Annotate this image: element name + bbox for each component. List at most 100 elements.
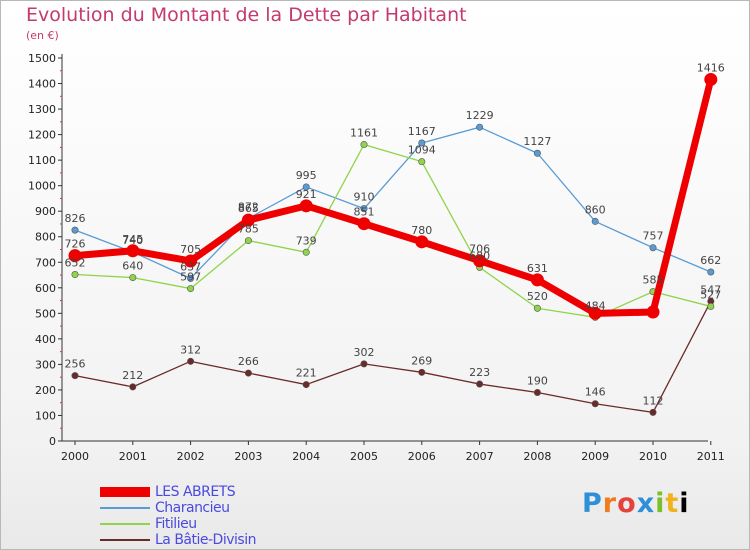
data-label: 266 bbox=[238, 355, 259, 368]
data-point bbox=[418, 139, 426, 147]
data-point bbox=[591, 217, 599, 225]
legend-swatch-fitilieu bbox=[100, 523, 150, 525]
y-tick-label: 1400 bbox=[28, 78, 56, 91]
data-point bbox=[68, 249, 82, 263]
data-label: 640 bbox=[122, 260, 143, 273]
data-point bbox=[533, 388, 541, 396]
chart-title: Evolution du Montant de la Dette par Hab… bbox=[26, 4, 467, 26]
x-tick-label: 2004 bbox=[292, 450, 320, 463]
data-label: 212 bbox=[122, 369, 143, 382]
data-point bbox=[244, 237, 252, 245]
data-label: 860 bbox=[585, 203, 606, 216]
x-tick-label: 2007 bbox=[466, 450, 494, 463]
data-label: 780 bbox=[411, 224, 432, 237]
y-tick-label: 500 bbox=[35, 307, 56, 320]
data-label: 223 bbox=[469, 366, 490, 379]
data-label: 190 bbox=[527, 374, 548, 387]
data-point bbox=[129, 383, 137, 391]
x-tick-label: 2005 bbox=[350, 450, 378, 463]
data-point bbox=[302, 381, 310, 389]
data-label: 785 bbox=[238, 223, 259, 236]
data-point bbox=[187, 285, 195, 293]
data-point bbox=[187, 274, 195, 282]
x-tick-label: 2009 bbox=[581, 450, 609, 463]
proxiti-logo: Proxiti bbox=[582, 488, 690, 519]
data-point bbox=[360, 205, 368, 213]
y-tick-label: 1300 bbox=[28, 103, 56, 116]
data-label: 726 bbox=[65, 238, 86, 251]
data-point bbox=[302, 248, 310, 256]
data-label: 995 bbox=[296, 169, 317, 182]
x-tick-label: 2006 bbox=[408, 450, 436, 463]
data-label: 680 bbox=[469, 249, 490, 262]
y-tick-label: 1000 bbox=[28, 180, 56, 193]
legend-swatch-les-abrets bbox=[100, 487, 150, 497]
data-point bbox=[649, 408, 657, 416]
data-label: 1127 bbox=[523, 135, 551, 148]
data-label: 745 bbox=[122, 233, 143, 246]
data-label: 302 bbox=[354, 346, 375, 359]
data-point bbox=[299, 199, 313, 213]
data-point bbox=[357, 217, 371, 231]
data-point bbox=[591, 400, 599, 408]
y-tick-label: 700 bbox=[35, 256, 56, 269]
data-label: 597 bbox=[180, 271, 201, 284]
legend-swatch-la-batie-divisin bbox=[100, 539, 150, 541]
data-label: 910 bbox=[354, 191, 375, 204]
data-label: 740 bbox=[122, 234, 143, 247]
data-point bbox=[646, 305, 660, 319]
data-label: 484 bbox=[585, 299, 606, 312]
y-tick-label: 1100 bbox=[28, 154, 56, 167]
x-tick-label: 2003 bbox=[234, 450, 262, 463]
data-label: 706 bbox=[469, 243, 490, 256]
data-label: 872 bbox=[238, 200, 259, 213]
data-label: 547 bbox=[700, 283, 721, 296]
data-label: 527 bbox=[700, 288, 721, 301]
data-point bbox=[302, 183, 310, 191]
data-point bbox=[241, 213, 255, 227]
data-label: 1416 bbox=[697, 61, 725, 74]
data-label: 146 bbox=[585, 386, 606, 399]
data-label: 256 bbox=[65, 358, 86, 371]
data-label: 1167 bbox=[408, 125, 436, 138]
data-label: 739 bbox=[296, 234, 317, 247]
data-label: 585 bbox=[643, 274, 664, 287]
data-label: 757 bbox=[643, 230, 664, 243]
y-tick-label: 1200 bbox=[28, 129, 56, 142]
y-tick-label: 400 bbox=[35, 333, 56, 346]
data-label: 269 bbox=[411, 354, 432, 367]
data-point bbox=[588, 306, 602, 320]
y-tick-label: 200 bbox=[35, 384, 56, 397]
data-label: 705 bbox=[180, 243, 201, 256]
data-point bbox=[476, 380, 484, 388]
x-tick-label: 2002 bbox=[177, 450, 205, 463]
y-tick-label: 0 bbox=[49, 435, 56, 448]
data-label: 851 bbox=[354, 206, 375, 219]
data-point bbox=[415, 235, 429, 249]
x-tick-label: 2008 bbox=[523, 450, 551, 463]
y-tick-label: 900 bbox=[35, 205, 56, 218]
data-point bbox=[418, 158, 426, 166]
series-line-3 bbox=[74, 300, 712, 414]
data-point bbox=[707, 268, 715, 276]
data-label: 865 bbox=[238, 202, 259, 215]
data-point bbox=[126, 244, 140, 258]
y-tick-label: 600 bbox=[35, 282, 56, 295]
data-point bbox=[71, 271, 79, 279]
data-label: 631 bbox=[527, 262, 548, 275]
data-point bbox=[360, 141, 368, 149]
legend-label: Fitilieu bbox=[155, 516, 197, 532]
data-label: 662 bbox=[700, 254, 721, 267]
data-point bbox=[187, 357, 195, 365]
x-tick-label: 2001 bbox=[119, 450, 147, 463]
data-label: 1094 bbox=[408, 144, 436, 157]
y-tick-label: 100 bbox=[35, 409, 56, 422]
data-label: 1161 bbox=[350, 127, 378, 140]
data-point bbox=[71, 226, 79, 234]
legend-label: Charancieu bbox=[155, 500, 230, 516]
x-tick-label: 2000 bbox=[61, 450, 89, 463]
legend-swatch-charancieu bbox=[100, 507, 150, 509]
data-point bbox=[418, 368, 426, 376]
legend-label: LES ABRETS bbox=[155, 484, 236, 500]
data-point bbox=[184, 254, 198, 268]
